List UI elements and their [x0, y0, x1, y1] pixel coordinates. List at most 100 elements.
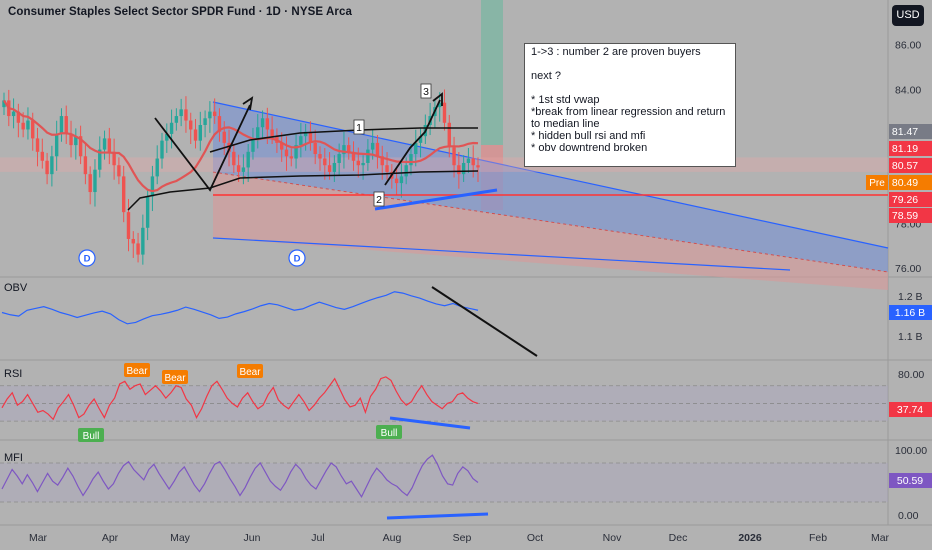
- time-tick-label: 2026: [738, 532, 762, 544]
- rsi-value-label: 37.74: [897, 404, 923, 416]
- candle-body: [351, 151, 356, 161]
- candle-body: [375, 142, 380, 157]
- candle-body: [217, 116, 222, 132]
- price-badge-label: 80.57: [892, 160, 918, 172]
- mfi-value-badge: [889, 473, 932, 488]
- candle-body: [279, 142, 284, 150]
- candle-body: [447, 122, 451, 148]
- candle-body: [370, 142, 375, 150]
- candle-body: [155, 158, 159, 177]
- candle-body: [236, 165, 241, 172]
- time-tick-label: Mar: [29, 532, 48, 544]
- candle-body: [26, 120, 30, 130]
- candle-body: [93, 169, 97, 193]
- candle-body: [265, 118, 270, 130]
- wave-label: 3: [423, 86, 429, 98]
- obv-pane-label: OBV: [4, 282, 28, 294]
- candle-body: [471, 158, 475, 166]
- dividend-marker: [78, 249, 96, 267]
- price-band: [0, 157, 888, 172]
- candle-body: [256, 127, 260, 139]
- candle-body: [289, 156, 293, 159]
- arrow-head: [432, 92, 443, 106]
- rsi-pane-label: RSI: [4, 368, 23, 380]
- obv-value-label: 1.16 B: [895, 307, 925, 319]
- candle-body: [414, 142, 418, 155]
- candle-body: [98, 149, 102, 170]
- channel-bottom-line: [212, 237, 791, 271]
- rsi-line: [1, 376, 479, 421]
- candle-body: [284, 149, 289, 157]
- candle-body: [131, 238, 135, 244]
- candle-body: [404, 165, 408, 177]
- candle-body: [303, 131, 308, 137]
- higher-low-trendline: [374, 188, 498, 211]
- candle-body: [117, 165, 121, 177]
- candle-body: [21, 122, 25, 130]
- price-badge: [889, 141, 932, 156]
- mfi-line: [1, 454, 479, 499]
- candle-body: [136, 243, 140, 255]
- candle-body: [35, 138, 40, 152]
- note-line: * hidden bull rsi and mfi: [531, 130, 646, 142]
- price-badge-label: 81.19: [892, 143, 918, 155]
- candle-body: [203, 118, 207, 126]
- candle-body: [50, 156, 54, 175]
- candle-body: [241, 167, 246, 172]
- price-badge-label: 80.49: [892, 177, 918, 189]
- dividend-marker-label: D: [294, 254, 301, 265]
- mfi-tick-label: 0.00: [898, 510, 919, 522]
- wave-label: 2: [376, 194, 382, 206]
- wave-label: 1: [356, 122, 362, 134]
- candle-body: [74, 136, 78, 146]
- candle-body: [102, 138, 107, 150]
- price-tick-label: 84.00: [895, 84, 921, 96]
- candle-body: [313, 142, 317, 155]
- candle-body: [54, 133, 59, 157]
- candle-body: [112, 151, 116, 166]
- candle-body: [141, 227, 145, 255]
- candle-body: [409, 154, 413, 166]
- candle-body: [208, 111, 212, 119]
- candle-body: [342, 145, 346, 155]
- rsi-signal-tag: [162, 370, 188, 384]
- candle-body: [78, 136, 83, 157]
- candle-body: [11, 111, 16, 117]
- obv-line: [1, 291, 479, 325]
- note-line: [531, 82, 729, 94]
- candle-body: [356, 160, 361, 166]
- candle-body: [165, 133, 169, 141]
- note-line: next ?: [531, 70, 561, 82]
- note-line: * obv downtrend broken: [531, 142, 648, 154]
- candle-body: [457, 165, 461, 175]
- rsi-value-badge: [889, 402, 932, 417]
- candle-body: [437, 102, 442, 108]
- candle-body: [2, 100, 6, 108]
- price-badge: [889, 192, 932, 207]
- wave-label-box: [373, 191, 385, 207]
- pre-market-badge-label: Pre: [869, 178, 885, 189]
- time-tick-label: May: [170, 532, 191, 544]
- candle-body: [394, 178, 399, 184]
- time-tick-label: Jun: [244, 532, 261, 544]
- obv-tick-label: 1.1 B: [898, 331, 923, 343]
- candle-body: [198, 125, 203, 141]
- time-tick-label: Sep: [453, 532, 472, 544]
- candle-body: [270, 129, 274, 137]
- candle-body: [461, 162, 466, 175]
- obv-trendline: [431, 286, 538, 357]
- candle-body: [160, 140, 164, 159]
- candle-body: [121, 176, 126, 213]
- note-line: to median line: [531, 118, 600, 130]
- analysis-note[interactable]: 1->3 : number 2 are proven buyers next ?…: [524, 43, 736, 167]
- time-tick-label: Aug: [383, 532, 402, 544]
- dividend-marker-label: D: [84, 254, 91, 265]
- candle-body: [40, 151, 45, 161]
- moving-average-line: [3, 99, 479, 193]
- currency-button[interactable]: USD: [892, 5, 924, 26]
- wave-drawing: [384, 99, 441, 186]
- rsi-signal-label: Bull: [83, 431, 100, 442]
- price-badge-label: 79.26: [892, 194, 918, 206]
- candle-body: [385, 165, 389, 172]
